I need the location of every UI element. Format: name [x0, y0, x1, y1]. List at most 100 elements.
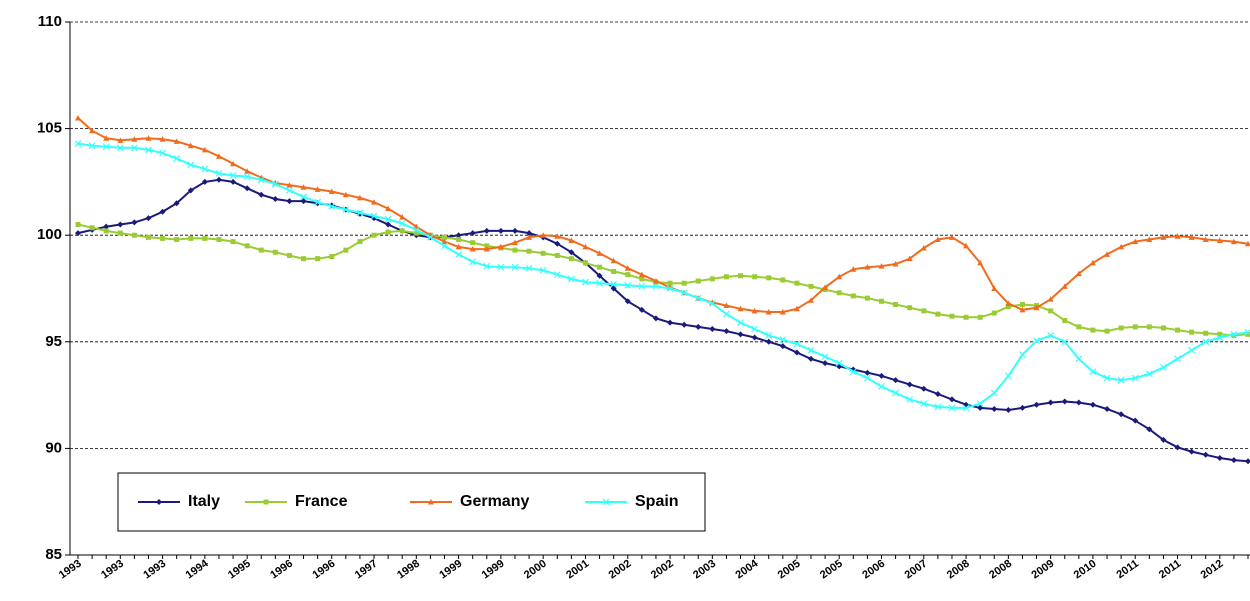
point [1104, 328, 1110, 334]
point [821, 353, 829, 361]
point [258, 191, 265, 198]
legend-label: Spain [635, 493, 679, 510]
point [765, 331, 773, 339]
point [343, 247, 349, 253]
legend-marker [156, 499, 162, 505]
point [596, 272, 603, 279]
point [1202, 338, 1210, 346]
point [1146, 236, 1153, 242]
point [567, 275, 575, 283]
point [738, 273, 744, 279]
point [201, 146, 208, 153]
point [864, 295, 870, 301]
point [709, 276, 715, 282]
point [568, 237, 575, 244]
x-tick-label: 2008 [945, 558, 972, 582]
point [399, 228, 405, 234]
point [426, 233, 434, 241]
point [977, 404, 984, 411]
point [1132, 417, 1139, 424]
point [708, 299, 716, 307]
x-tick-label: 2011 [1115, 558, 1141, 582]
point [1089, 401, 1096, 408]
point [765, 338, 772, 345]
point [934, 403, 942, 411]
x-tick-label: 2012 [1199, 558, 1226, 582]
point [540, 232, 547, 238]
point [441, 242, 448, 250]
point [159, 149, 167, 157]
x-tick-label: 2005 [776, 558, 803, 582]
x-tick-label: 2000 [522, 558, 549, 582]
point [328, 202, 336, 210]
point [554, 233, 561, 239]
point [596, 250, 603, 256]
point [131, 219, 138, 226]
point [1132, 324, 1138, 330]
point [1019, 301, 1025, 307]
point [201, 178, 208, 185]
y-tick-label: 110 [38, 13, 62, 30]
point [526, 234, 533, 240]
point [202, 235, 208, 241]
point [455, 243, 462, 250]
point [1132, 238, 1139, 245]
x-tick-label: 2005 [818, 558, 845, 582]
point [102, 143, 110, 151]
point [723, 310, 730, 318]
point [1203, 330, 1209, 336]
point [272, 195, 279, 202]
point [174, 236, 180, 242]
point [412, 226, 420, 234]
x-tick-label: 2001 [564, 558, 591, 582]
point [1146, 324, 1152, 330]
point [1033, 337, 1040, 345]
point [1004, 372, 1012, 380]
legend-marker [428, 499, 434, 505]
point [835, 359, 843, 367]
point [1104, 405, 1111, 412]
point [244, 185, 251, 192]
point [188, 235, 194, 241]
point [497, 263, 505, 271]
point [638, 306, 645, 313]
point [822, 360, 829, 367]
legend: Italy France Germany Spain [117, 472, 706, 532]
point [780, 277, 786, 283]
legend-marker [263, 499, 269, 505]
point [1075, 270, 1082, 277]
point [215, 176, 222, 183]
point [131, 136, 138, 142]
point [1188, 346, 1196, 354]
point [906, 255, 913, 262]
x-tick-label: 1999 [437, 558, 464, 582]
point [314, 198, 322, 206]
point [1188, 448, 1195, 455]
point [469, 258, 477, 266]
point [582, 260, 588, 266]
point [384, 215, 392, 223]
point [751, 307, 758, 314]
point [990, 389, 998, 397]
series-line [77, 142, 1249, 409]
point [1230, 330, 1238, 338]
point [286, 198, 293, 205]
x-tick-label: 1993 [99, 558, 126, 582]
point [483, 227, 490, 234]
point [356, 209, 364, 217]
point [230, 239, 236, 245]
point [920, 244, 927, 251]
point [328, 188, 335, 194]
point [807, 346, 815, 354]
point [1104, 251, 1111, 257]
x-tick-label: 2002 [649, 558, 676, 582]
point [103, 135, 110, 141]
point [751, 334, 758, 341]
point [793, 305, 800, 312]
point [892, 260, 899, 267]
x-tick-label: 2008 [987, 558, 1014, 582]
point [315, 256, 321, 262]
point [737, 331, 744, 338]
point [230, 160, 237, 167]
point [160, 235, 166, 241]
